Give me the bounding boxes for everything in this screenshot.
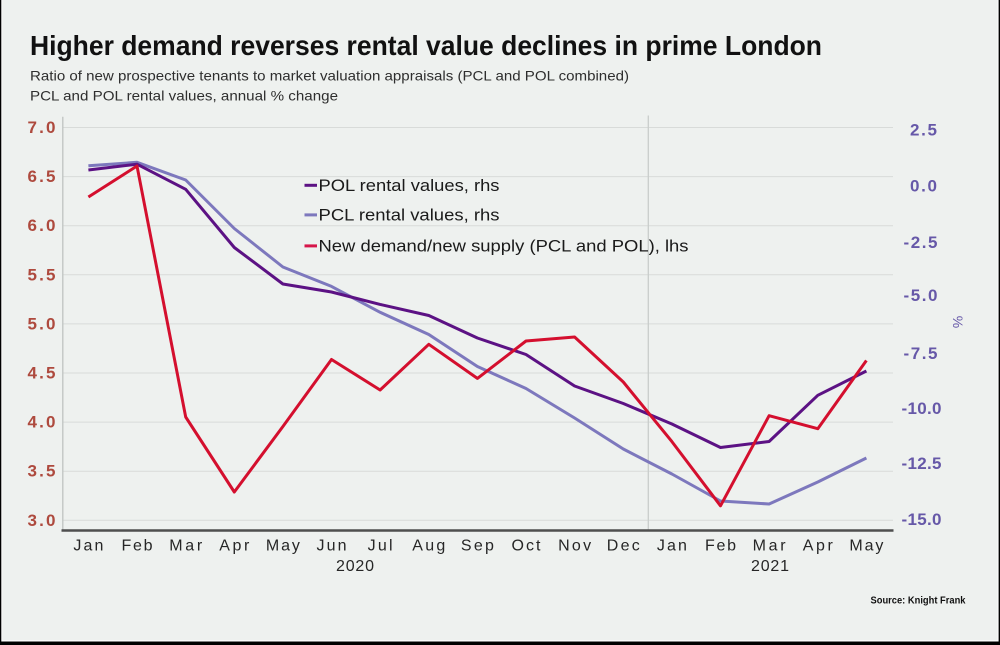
svg-text:6.5: 6.5 xyxy=(28,167,56,186)
svg-text:May: May xyxy=(266,538,300,555)
svg-text:Jun: Jun xyxy=(317,538,347,555)
svg-text:0.0: 0.0 xyxy=(910,177,937,196)
svg-text:Feb: Feb xyxy=(705,538,736,555)
svg-text:-12.5: -12.5 xyxy=(902,454,942,473)
svg-text:Sep: Sep xyxy=(461,538,494,555)
svg-text:5.5: 5.5 xyxy=(28,265,56,284)
svg-text:%: % xyxy=(950,316,966,328)
svg-text:2021: 2021 xyxy=(751,558,789,575)
svg-text:POL rental values, rhs: POL rental values, rhs xyxy=(319,177,500,195)
svg-text:PCL rental values, rhs: PCL rental values, rhs xyxy=(319,207,500,225)
svg-text:Jan: Jan xyxy=(73,538,103,555)
svg-text:Dec: Dec xyxy=(607,538,640,555)
svg-text:Higher demand reverses rental: Higher demand reverses rental value decl… xyxy=(30,30,822,61)
svg-text:New demand/new supply (PCL and: New demand/new supply (PCL and POL), lhs xyxy=(319,238,689,256)
svg-text:Source: Knight Frank: Source: Knight Frank xyxy=(871,596,966,607)
svg-text:Mar: Mar xyxy=(169,538,203,555)
svg-text:2.5: 2.5 xyxy=(910,121,937,140)
svg-text:Mar: Mar xyxy=(753,538,787,555)
svg-text:Jul: Jul xyxy=(368,538,393,555)
svg-text:Ratio of new prospective tenan: Ratio of new prospective tenants to mark… xyxy=(30,68,629,84)
svg-text:Aug: Aug xyxy=(412,538,445,555)
svg-text:2020: 2020 xyxy=(336,558,374,575)
svg-text:Nov: Nov xyxy=(558,538,591,555)
svg-text:Jan: Jan xyxy=(657,538,687,555)
svg-text:5.0: 5.0 xyxy=(28,314,56,333)
svg-text:Apr: Apr xyxy=(803,538,834,555)
svg-text:4.5: 4.5 xyxy=(28,364,56,383)
svg-text:Oct: Oct xyxy=(512,538,542,555)
svg-text:Feb: Feb xyxy=(122,538,153,555)
svg-text:PCL and POL rental values, ann: PCL and POL rental values, annual % chan… xyxy=(30,88,338,104)
svg-text:3.5: 3.5 xyxy=(28,462,56,481)
svg-text:May: May xyxy=(849,538,883,555)
svg-text:7.0: 7.0 xyxy=(28,118,56,137)
svg-text:-10.0: -10.0 xyxy=(902,399,942,418)
svg-text:3.0: 3.0 xyxy=(28,511,56,530)
svg-text:-15.0: -15.0 xyxy=(902,510,942,529)
svg-text:4.0: 4.0 xyxy=(28,413,56,432)
svg-text:Apr: Apr xyxy=(219,538,250,555)
svg-text:6.0: 6.0 xyxy=(28,216,56,235)
